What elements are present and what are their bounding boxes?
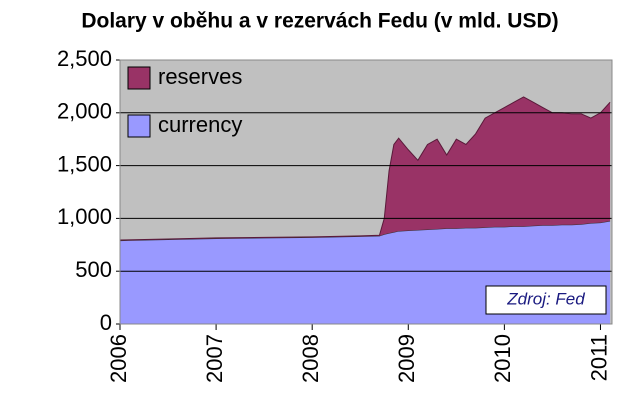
plot-frame (119, 59, 613, 325)
legend-label: currency (158, 112, 242, 137)
x-tick-label: 2008 (298, 334, 323, 383)
legend-label: reserves (158, 64, 242, 89)
annotation-box (485, 285, 607, 315)
y-tick-label: 1,500 (57, 151, 112, 176)
x-tick-label: 2009 (394, 334, 419, 383)
chart-title: Dolary v oběhu a v rezervách Fedu (v mld… (81, 10, 558, 33)
x-tick-label: 2011 (586, 334, 611, 381)
x-tick-label: 2010 (490, 334, 515, 383)
x-tick-label: 2007 (202, 334, 227, 383)
x-tick-label: 2006 (106, 334, 131, 383)
area-fill (120, 96, 611, 241)
y-tick-label: 1,000 (57, 204, 112, 229)
y-tick-label: 2,000 (57, 99, 112, 124)
legend-swatch (127, 114, 151, 138)
y-tick-label: 500 (75, 257, 112, 282)
y-tick-label: 2,500 (57, 46, 112, 71)
y-tick-label: 0 (100, 310, 112, 335)
legend-swatch (127, 66, 151, 90)
annotation: Zdroj: Fed (506, 289, 585, 308)
